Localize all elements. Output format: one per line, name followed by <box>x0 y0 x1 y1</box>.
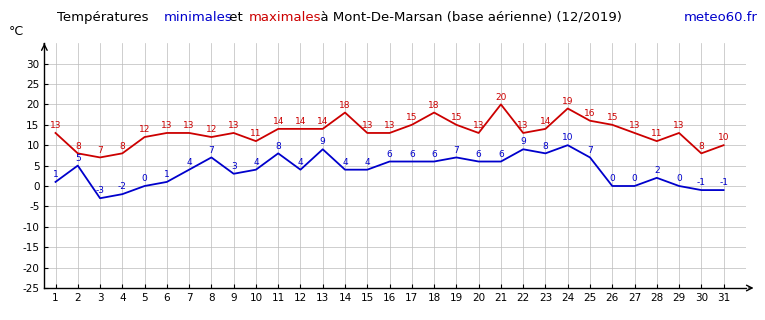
Text: 4: 4 <box>298 158 303 167</box>
Text: 1: 1 <box>164 170 170 179</box>
Text: 14: 14 <box>272 117 284 126</box>
Text: 0: 0 <box>142 174 148 183</box>
Text: 13: 13 <box>629 121 640 130</box>
Text: 20: 20 <box>495 92 506 101</box>
Text: 6: 6 <box>431 150 437 159</box>
Text: °C: °C <box>8 25 24 38</box>
Text: 6: 6 <box>476 150 481 159</box>
Text: 14: 14 <box>317 117 328 126</box>
Text: 7: 7 <box>587 146 593 155</box>
Text: -1: -1 <box>719 178 728 187</box>
Text: 8: 8 <box>119 141 125 150</box>
Text: 6: 6 <box>409 150 415 159</box>
Text: 13: 13 <box>184 121 195 130</box>
Text: 13: 13 <box>228 121 239 130</box>
Text: -2: -2 <box>118 182 127 191</box>
Text: minimales: minimales <box>164 11 233 24</box>
Text: 13: 13 <box>161 121 173 130</box>
Text: 4: 4 <box>253 158 259 167</box>
Text: 15: 15 <box>607 113 618 122</box>
Text: 15: 15 <box>451 113 462 122</box>
Text: 8: 8 <box>698 141 705 150</box>
Text: 13: 13 <box>673 121 685 130</box>
Text: 5: 5 <box>75 154 80 163</box>
Text: 0: 0 <box>676 174 682 183</box>
Text: 10: 10 <box>562 133 574 142</box>
Text: 13: 13 <box>473 121 484 130</box>
Text: 3: 3 <box>231 162 236 171</box>
Text: 1: 1 <box>53 170 58 179</box>
Text: 7: 7 <box>454 146 459 155</box>
Text: 8: 8 <box>542 141 549 150</box>
Text: 0: 0 <box>632 174 637 183</box>
Text: 16: 16 <box>584 109 596 118</box>
Text: 7: 7 <box>97 146 103 155</box>
Text: 0: 0 <box>610 174 615 183</box>
Text: -3: -3 <box>96 186 105 196</box>
Text: maximales: maximales <box>249 11 321 24</box>
Text: 15: 15 <box>406 113 418 122</box>
Text: 13: 13 <box>384 121 396 130</box>
Text: 18: 18 <box>339 101 351 110</box>
Text: 18: 18 <box>428 101 440 110</box>
Text: 12: 12 <box>206 125 217 134</box>
Text: 2: 2 <box>654 166 659 175</box>
Text: et: et <box>225 11 247 24</box>
Text: 6: 6 <box>498 150 504 159</box>
Text: 13: 13 <box>50 121 61 130</box>
Text: 7: 7 <box>209 146 214 155</box>
Text: 11: 11 <box>651 129 662 138</box>
Text: 4: 4 <box>342 158 348 167</box>
Text: -1: -1 <box>697 178 706 187</box>
Text: 14: 14 <box>540 117 551 126</box>
Text: 13: 13 <box>517 121 529 130</box>
Text: 10: 10 <box>718 133 729 142</box>
Text: 4: 4 <box>187 158 192 167</box>
Text: 8: 8 <box>75 141 80 150</box>
Text: 11: 11 <box>250 129 262 138</box>
Text: 8: 8 <box>275 141 281 150</box>
Text: 9: 9 <box>520 137 526 147</box>
Text: 13: 13 <box>362 121 373 130</box>
Text: meteo60.fr: meteo60.fr <box>683 11 757 24</box>
Text: 14: 14 <box>295 117 306 126</box>
Text: à Mont-De-Marsan (base aérienne) (12/2019): à Mont-De-Marsan (base aérienne) (12/201… <box>312 11 622 24</box>
Text: 19: 19 <box>562 97 574 106</box>
Text: 4: 4 <box>364 158 370 167</box>
Text: Températures: Températures <box>57 11 153 24</box>
Text: 12: 12 <box>139 125 150 134</box>
Text: 6: 6 <box>386 150 392 159</box>
Text: 9: 9 <box>320 137 326 147</box>
